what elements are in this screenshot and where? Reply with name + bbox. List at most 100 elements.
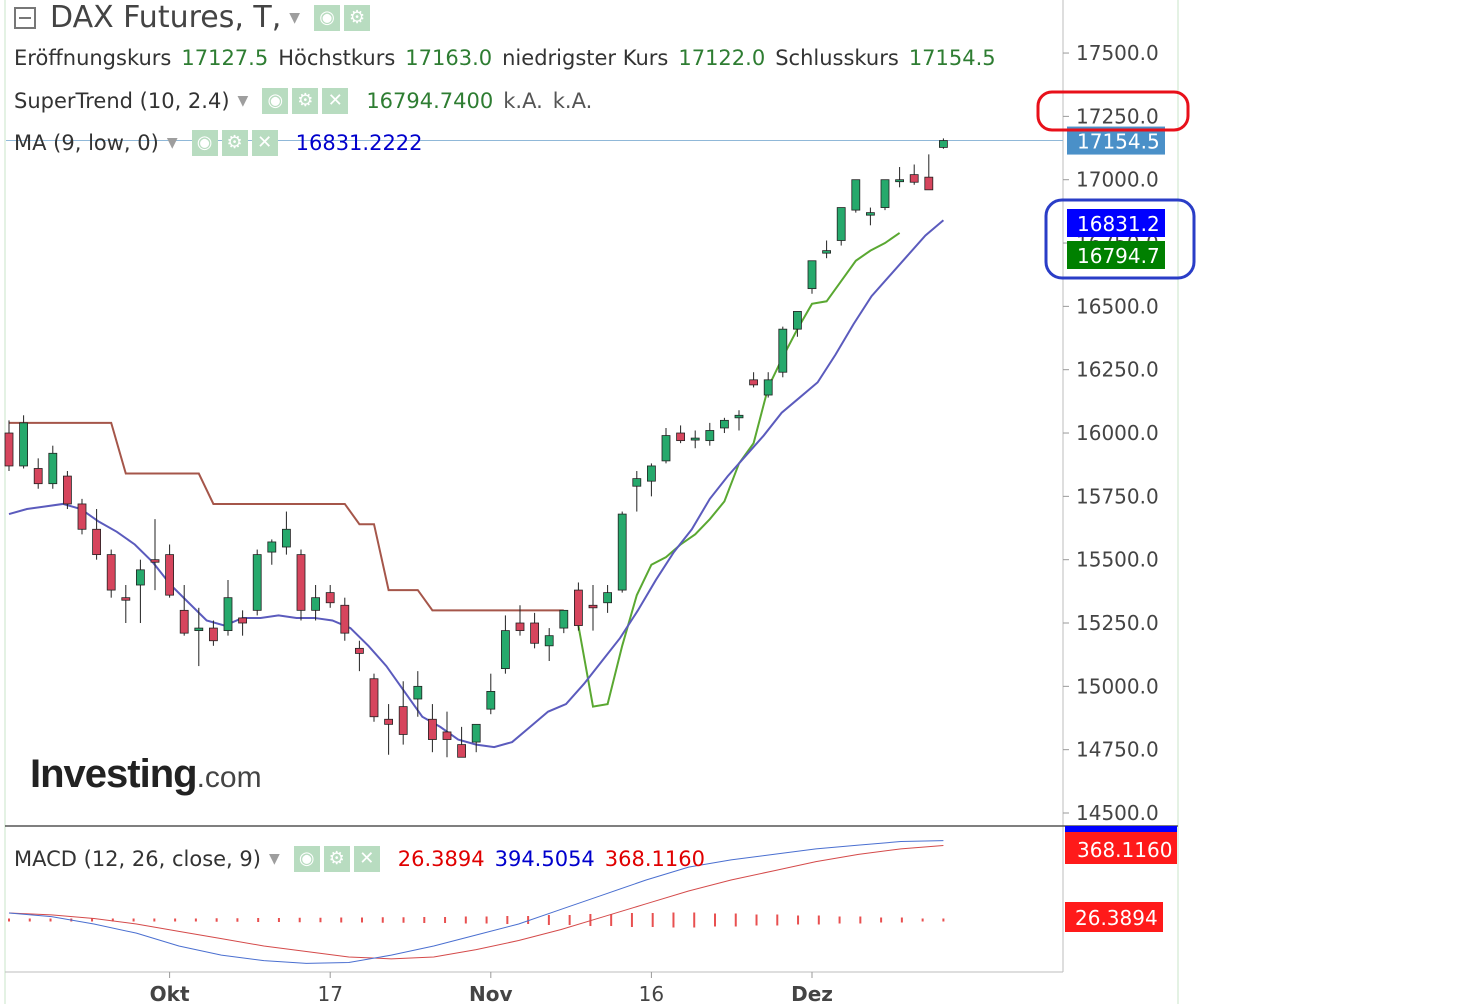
macd-line — [8, 840, 944, 964]
candle-body — [135, 569, 145, 586]
dropdown-caret-icon[interactable]: ▼ — [166, 135, 178, 151]
macd-value: 394.5054 — [494, 847, 595, 871]
dropdown-caret-icon[interactable]: ▼ — [268, 851, 280, 867]
y-tick-label: 15750.0 — [1076, 484, 1159, 508]
candle-body — [836, 207, 846, 241]
gear-icon[interactable]: ⚙ — [344, 4, 371, 31]
chart-title-row: DAX Futures, T, ▼ ◉ ⚙ — [14, 0, 388, 35]
supertrend-extra1: k.A. — [503, 89, 543, 113]
candle-body — [121, 597, 131, 601]
y-tick-label: 17500.0 — [1076, 41, 1159, 65]
candle-body — [165, 554, 175, 596]
logo-name: Investing — [30, 752, 198, 796]
candle-body — [632, 478, 642, 487]
supertrend-value: 16794.7400 — [366, 89, 494, 113]
gear-icon[interactable]: ⚙ — [221, 130, 248, 156]
x-tick-label: 16 — [639, 982, 664, 1004]
macd-plot — [8, 840, 945, 964]
chart-title: DAX Futures, T, — [50, 0, 282, 35]
candle-body — [734, 414, 744, 419]
ma-line — [8, 219, 945, 749]
y-tick-label: 14750.0 — [1076, 738, 1159, 762]
open-value: 17127.5 — [181, 46, 269, 70]
candle-body — [296, 554, 306, 611]
y-tick-label: 17000.0 — [1076, 168, 1159, 192]
candle-body — [63, 475, 72, 505]
close-icon[interactable]: ✕ — [322, 88, 349, 114]
macd-signal-tag: 368.1160 — [1077, 838, 1172, 862]
y-tick-label: 15250.0 — [1076, 611, 1159, 635]
gear-icon[interactable]: ⚙ — [323, 846, 350, 872]
overlays: 17154.5 16831.2 16794.7 368.1160 26.3894 — [1036, 90, 1196, 932]
gear-icon[interactable]: ⚙ — [292, 88, 319, 114]
candle-body — [252, 554, 262, 611]
candle-body — [749, 379, 758, 386]
macd-hist-tag-bg — [1065, 902, 1163, 932]
macd-blue-strip — [1065, 826, 1177, 832]
candle-body — [778, 328, 788, 373]
y-tick-label: 15000.0 — [1076, 674, 1159, 698]
ma-value: 16831.2222 — [295, 131, 423, 155]
low-label: niedrigster Kurs — [502, 46, 669, 70]
supertrend-up-line — [577, 232, 901, 708]
close-icon[interactable]: ✕ — [251, 130, 278, 156]
close-label: Schlusskurs — [775, 46, 899, 70]
supertrend-legend: SuperTrend (10, 2.4) ▼ ◉ ⚙ ✕ 16794.7400 … — [14, 88, 602, 114]
candle-body — [208, 627, 218, 642]
candle-body — [588, 604, 598, 609]
ohlc-legend: Eröffnungskurs 17127.5 Höchstkurs 17163.… — [14, 46, 1006, 70]
dropdown-caret-icon[interactable]: ▼ — [237, 93, 249, 109]
candle-body — [311, 597, 321, 611]
supertrend-label: SuperTrend (10, 2.4) — [14, 89, 230, 113]
candle-body — [179, 609, 189, 634]
candle-body — [92, 528, 101, 556]
eye-icon[interactable]: ◉ — [191, 130, 218, 156]
candle-body — [457, 744, 467, 758]
candle-body — [442, 731, 452, 740]
candle-body — [530, 622, 539, 644]
low-value: 17122.0 — [678, 46, 766, 70]
candle-body — [924, 176, 934, 191]
candle-body — [559, 609, 569, 629]
close-value: 17154.5 — [908, 46, 996, 70]
eye-icon[interactable]: ◉ — [293, 846, 320, 872]
main-plot — [4, 138, 1063, 758]
candle-body — [880, 179, 890, 208]
candle-body — [4, 432, 14, 467]
y-tick-label: 17250.0 — [1076, 104, 1159, 128]
candle-body — [515, 622, 525, 632]
macd-signal-line — [8, 845, 944, 960]
ma-price-tag-bg — [1067, 209, 1165, 237]
x-tick-label: Okt — [150, 982, 190, 1004]
x-tick-label: Nov — [469, 982, 513, 1004]
dropdown-caret-icon[interactable]: ▼ — [289, 9, 301, 26]
candle-body — [544, 635, 554, 647]
ma-legend: MA (9, low, 0) ▼ ◉ ⚙ ✕ 16831.2222 — [14, 130, 433, 156]
ma-price-tag: 16831.2 — [1077, 212, 1160, 236]
candle-body — [384, 718, 394, 725]
macd-label: MACD (12, 26, close, 9) — [14, 847, 261, 871]
x-axis: Okt 17 Nov 16 Dez — [150, 972, 833, 1004]
high-value: 17163.0 — [405, 46, 493, 70]
open-label: Eröffnungskurs — [14, 46, 172, 70]
collapse-icon[interactable] — [14, 6, 36, 29]
candle-body — [690, 437, 700, 441]
eye-icon[interactable]: ◉ — [262, 88, 289, 114]
supertrend-extra2: k.A. — [552, 89, 593, 113]
eye-icon[interactable]: ◉ — [314, 4, 341, 31]
candle-body — [48, 452, 58, 485]
candle-body — [223, 597, 233, 632]
macd-legend: MACD (12, 26, close, 9) ▼ ◉ ⚙ ✕ 26.3894 … — [14, 846, 715, 872]
candle-body — [676, 432, 685, 442]
candle-body — [369, 678, 379, 718]
candle-body — [574, 589, 583, 626]
candle-body — [720, 419, 729, 429]
candle-body — [647, 465, 656, 482]
supertrend-down-line — [9, 421, 564, 612]
close-icon[interactable]: ✕ — [353, 846, 380, 872]
candle-body — [150, 559, 160, 563]
candle-body — [866, 212, 875, 216]
macd-hist-value: 26.3894 — [397, 847, 485, 871]
candle-body — [354, 647, 364, 654]
